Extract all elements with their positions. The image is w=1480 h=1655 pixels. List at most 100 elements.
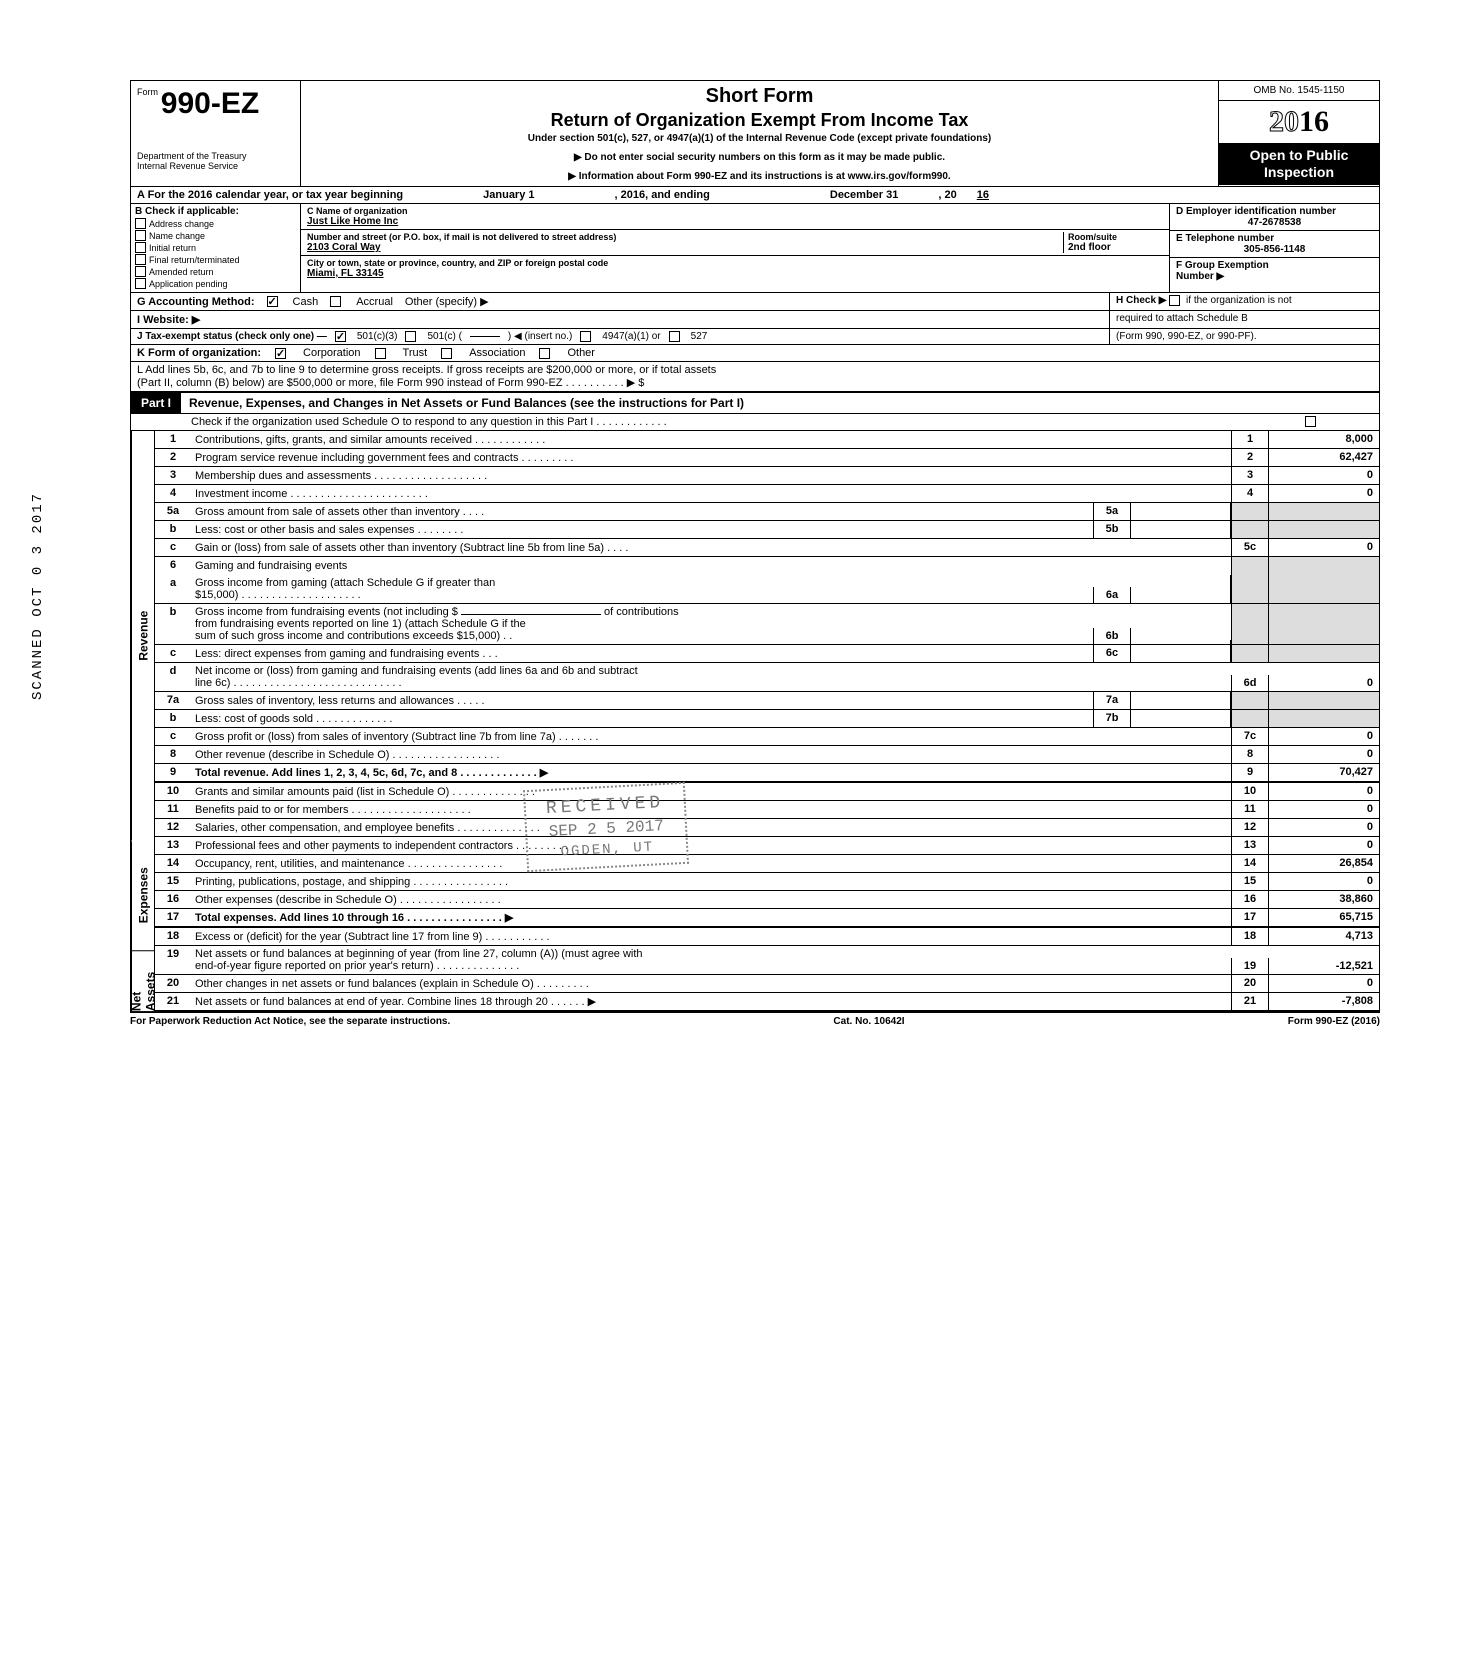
- check-name-change[interactable]: [135, 230, 146, 241]
- line-12-rv: 0: [1269, 819, 1379, 836]
- row-j: J Tax-exempt status (check only one) — 5…: [131, 329, 1379, 345]
- line-7c-num: c: [155, 728, 191, 745]
- line-14-num: 14: [155, 855, 191, 872]
- line-7a-mn: 7a: [1093, 692, 1131, 709]
- j-o2: 501(c) (: [427, 331, 461, 342]
- line-6b-shade2: [1269, 604, 1379, 644]
- check-no-schedule-b[interactable]: [1169, 295, 1180, 306]
- l-text1: L Add lines 5b, 6c, and 7b to line 9 to …: [137, 364, 1373, 376]
- check-accrual[interactable]: [330, 296, 341, 307]
- line-6-desc: Gaming and fundraising events: [191, 557, 1231, 575]
- row-l: L Add lines 5b, 6c, and 7b to line 9 to …: [131, 362, 1379, 391]
- line-2-num: 2: [155, 449, 191, 466]
- j-o2b: ) ◀ (insert no.): [508, 331, 572, 342]
- line-20-rn: 20: [1231, 975, 1269, 992]
- check-other-org[interactable]: [539, 348, 550, 359]
- line-5b-mn: 5b: [1093, 521, 1131, 538]
- check-amended[interactable]: [135, 266, 146, 277]
- check-corporation[interactable]: [275, 348, 286, 359]
- k-o1: Corporation: [303, 347, 360, 359]
- h-label: H Check ▶: [1116, 295, 1166, 306]
- form-number: 990-EZ: [161, 87, 259, 120]
- line-6c-mv: [1131, 645, 1231, 662]
- line-7b-num: b: [155, 710, 191, 727]
- line-1: 1 Contributions, gifts, grants, and simi…: [155, 431, 1379, 449]
- check-association[interactable]: [441, 348, 452, 359]
- lines-table: Revenue Expenses Net Assets RECEIVED SEP…: [131, 431, 1379, 1012]
- line-7a: 7a Gross sales of inventory, less return…: [155, 692, 1379, 710]
- line-20: 20 Other changes in net assets or fund b…: [155, 975, 1379, 993]
- check-4947[interactable]: [580, 331, 591, 342]
- row-k: K Form of organization: Corporation Trus…: [131, 345, 1379, 362]
- b-c6: Application pending: [149, 279, 228, 289]
- line-5c-rn: 5c: [1231, 539, 1269, 556]
- line-14: 14 Occupancy, rent, utilities, and maint…: [155, 855, 1379, 873]
- line-15-rv: 0: [1269, 873, 1379, 890]
- section-d: D Employer identification number 47-2678…: [1169, 204, 1379, 292]
- form-990ez: Form 990-EZ Department of the Treasury I…: [130, 80, 1380, 1013]
- row-a-yrv: 16: [977, 189, 989, 201]
- line-7b: b Less: cost of goods sold . . . . . . .…: [155, 710, 1379, 728]
- org-city: Miami, FL 33145: [307, 268, 1163, 279]
- check-501c3[interactable]: [335, 331, 346, 342]
- title-return: Return of Organization Exempt From Incom…: [309, 110, 1210, 131]
- g-other: Other (specify) ▶: [405, 295, 489, 308]
- line-17-rv: 65,715: [1269, 909, 1379, 926]
- j-o3: 4947(a)(1) or: [602, 331, 660, 342]
- line-5b-shade: [1231, 521, 1269, 538]
- line-6a-shade2: [1269, 575, 1379, 603]
- line-6c: c Less: direct expenses from gaming and …: [155, 645, 1379, 663]
- line-2-rv: 62,427: [1269, 449, 1379, 466]
- check-527[interactable]: [669, 331, 680, 342]
- check-schedule-o[interactable]: [1305, 416, 1316, 427]
- line-6d: d Net income or (loss) from gaming and f…: [155, 663, 1379, 692]
- line-6d-d1: Net income or (loss) from gaming and fun…: [195, 665, 1227, 677]
- g-cash: Cash: [293, 296, 319, 308]
- line-6-num: 6: [155, 557, 191, 575]
- check-initial-return[interactable]: [135, 242, 146, 253]
- line-5b: b Less: cost or other basis and sales ex…: [155, 521, 1379, 539]
- line-13: 13 Professional fees and other payments …: [155, 837, 1379, 855]
- j-o4: 527: [691, 331, 708, 342]
- line-7a-num: 7a: [155, 692, 191, 709]
- line-19-d1: Net assets or fund balances at beginning…: [195, 948, 1227, 960]
- line-2-desc: Program service revenue including govern…: [191, 449, 1231, 466]
- line-11-rv: 0: [1269, 801, 1379, 818]
- line-6b-shade: [1231, 604, 1269, 644]
- line-6a-num: a: [155, 575, 191, 603]
- line-6a: a Gross income from gaming (attach Sched…: [155, 575, 1379, 604]
- check-cash[interactable]: [267, 296, 278, 307]
- line-21-num: 21: [155, 993, 191, 1010]
- check-trust[interactable]: [375, 348, 386, 359]
- line-7c-desc: Gross profit or (loss) from sales of inv…: [191, 728, 1231, 745]
- line-2-rn: 2: [1231, 449, 1269, 466]
- check-501c[interactable]: [405, 331, 416, 342]
- line-18-desc: Excess or (deficit) for the year (Subtra…: [191, 928, 1231, 945]
- line-6a-mn: 6a: [1093, 587, 1131, 603]
- check-application-pending[interactable]: [135, 278, 146, 289]
- line-10-rn: 10: [1231, 783, 1269, 800]
- line-14-rn: 14: [1231, 855, 1269, 872]
- line-10-rv: 0: [1269, 783, 1379, 800]
- open-to-public: Open to Public Inspection: [1219, 143, 1379, 185]
- check-final-return[interactable]: [135, 254, 146, 265]
- f-group-label2: Number ▶: [1176, 271, 1373, 282]
- tax-year: 2016: [1219, 101, 1379, 143]
- line-7a-desc: Gross sales of inventory, less returns a…: [191, 692, 1093, 709]
- line-16-rv: 38,860: [1269, 891, 1379, 908]
- row-a-label: A For the 2016 calendar year, or tax yea…: [137, 189, 403, 201]
- section-b: B Check if applicable: Address change Na…: [131, 204, 301, 292]
- c-name-label: C Name of organization: [307, 206, 1163, 216]
- line-8: 8 Other revenue (describe in Schedule O)…: [155, 746, 1379, 764]
- line-2: 2 Program service revenue including gove…: [155, 449, 1379, 467]
- line-6d-d2: line 6c) . . . . . . . . . . . . . . . .…: [195, 677, 1227, 689]
- line-20-desc: Other changes in net assets or fund bala…: [191, 975, 1231, 992]
- line-14-rv: 26,854: [1269, 855, 1379, 872]
- part1-title: Revenue, Expenses, and Changes in Net As…: [181, 393, 1379, 413]
- g-accrual: Accrual: [356, 296, 393, 308]
- b-c1: Address change: [149, 219, 214, 229]
- part1-instruction-text: Check if the organization used Schedule …: [191, 416, 667, 428]
- check-address-change[interactable]: [135, 218, 146, 229]
- line-9-rn: 9: [1231, 764, 1269, 781]
- line-8-num: 8: [155, 746, 191, 763]
